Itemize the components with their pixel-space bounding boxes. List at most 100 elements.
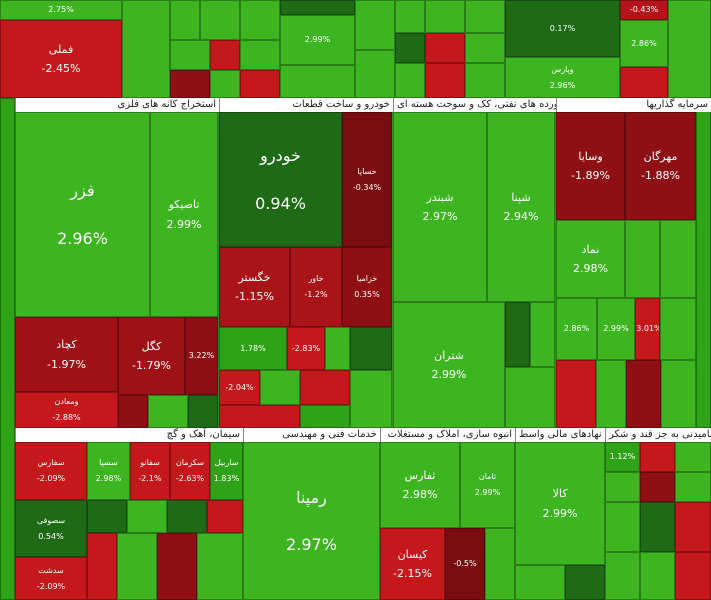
change-percent: 3.22%: [188, 351, 215, 361]
small-tile: [605, 502, 640, 552]
stock-tile: سفانو -2.1%: [130, 442, 170, 500]
stock-tile: ثامان 2.99%: [460, 442, 515, 528]
small-tile: [605, 472, 640, 502]
small-tile: [280, 65, 355, 98]
small-tile: [157, 533, 197, 600]
small-tile: [675, 472, 711, 502]
small-tile: [167, 500, 207, 533]
change-percent: -2.83%: [291, 343, 321, 353]
change-percent: -0.34%: [352, 182, 382, 192]
change-percent: 2.99%: [603, 324, 629, 334]
small-tile: [565, 565, 605, 600]
stock-tile: تاصیکو 2.99%: [150, 112, 218, 317]
stock-name: ساربیل: [214, 458, 239, 468]
small-tile: [300, 370, 350, 405]
change-percent: -2.04%: [225, 382, 254, 392]
small-tile: [350, 370, 392, 428]
change-percent: 2.75%: [48, 5, 74, 15]
stock-tile: خساپا -0.34%: [342, 112, 392, 247]
small-tile: [640, 552, 675, 600]
small-tile: [515, 565, 565, 600]
stock-tile: ومعادن -2.88%: [15, 392, 118, 428]
stock-name: ثامان: [478, 472, 497, 482]
stock-name: خزامیا: [356, 274, 378, 284]
small-tile: [395, 63, 425, 98]
small-tile: [696, 98, 711, 428]
stock-tile: وسایا -1.89%: [556, 112, 625, 220]
stock-name: فزر: [70, 181, 95, 201]
stock-name: سسپا: [99, 458, 118, 468]
change-percent: -1.97%: [47, 357, 86, 371]
small-tile: [675, 552, 711, 600]
stock-tile: -2.04%: [219, 370, 260, 405]
stock-tile: خزامیا 0.35%: [342, 247, 392, 327]
small-tile: [395, 0, 425, 33]
small-tile: [188, 395, 218, 428]
stock-name: خگستر: [238, 270, 271, 284]
change-percent: 2.96%: [549, 80, 576, 90]
change-percent: -2.63%: [175, 474, 205, 483]
small-tile: [605, 552, 640, 600]
stock-name: ثفارس: [404, 468, 436, 482]
stock-name: سصوفی: [36, 515, 66, 525]
stock-tile: -0.43%: [620, 0, 668, 20]
small-tile: [300, 405, 350, 428]
sector-title: فراورده های نفتی، کک و سوخت هسته ای: [393, 98, 556, 112]
stock-tile: 0.17%: [505, 0, 620, 57]
change-percent: 2.86%: [631, 38, 657, 48]
change-percent: 2.99%: [304, 35, 331, 45]
stock-tile: مهرگان -1.88%: [625, 112, 696, 220]
stock-name: فملی: [48, 42, 74, 56]
small-tile: [395, 33, 425, 63]
stock-name: سفارس: [37, 458, 65, 468]
small-tile: [170, 40, 210, 70]
change-percent: 2.94%: [503, 210, 539, 223]
small-tile: [170, 0, 200, 40]
sector-title: سرمایه گذاریها: [556, 98, 711, 112]
stock-name: وسایا: [578, 149, 603, 163]
small-tile: [240, 40, 280, 70]
small-tile: [210, 70, 240, 98]
small-tile: [505, 367, 555, 428]
small-tile: [87, 500, 127, 533]
change-percent: -1.88%: [641, 169, 680, 182]
stock-tile: وپارس 2.96%: [505, 57, 620, 98]
change-percent: 1.78%: [240, 343, 266, 353]
change-percent: 0.94%: [255, 193, 306, 213]
change-percent: 2.97%: [422, 210, 458, 223]
small-tile: [350, 327, 392, 370]
small-tile: [355, 0, 395, 50]
small-tile: [170, 70, 210, 98]
small-tile: [355, 50, 395, 98]
small-tile: [620, 67, 668, 98]
small-tile: [668, 0, 711, 98]
small-tile: [530, 302, 555, 367]
small-tile: [127, 500, 167, 533]
stock-name: کگل: [141, 339, 162, 353]
stock-name: سفانو: [140, 458, 160, 468]
stock-name: مهرگان: [643, 149, 678, 163]
change-percent: 2.98%: [573, 262, 608, 275]
small-tile: [122, 0, 170, 98]
sector-title: سیمان، آهک و گچ: [15, 428, 243, 442]
stock-name: تاصیکو: [168, 198, 200, 212]
stock-tile: خاور -1.2%: [290, 247, 342, 327]
small-tile: [465, 63, 505, 98]
sector-title: خودرو و ساخت قطعات: [219, 98, 393, 112]
stock-name: نماد: [581, 242, 600, 256]
change-percent: -1.15%: [235, 290, 274, 303]
stock-name: خودرو: [260, 146, 301, 166]
small-tile: [240, 0, 280, 40]
stock-tile: نماد 2.98%: [556, 220, 625, 298]
small-tile: [148, 395, 188, 428]
stock-tile: 2.75%: [0, 0, 122, 20]
small-tile: [661, 360, 696, 428]
small-tile: [675, 442, 711, 472]
stock-tile: فزر 2.96%: [15, 112, 150, 317]
stock-name: شتران: [434, 348, 464, 362]
small-tile: [675, 502, 711, 552]
small-tile: [425, 33, 465, 63]
stock-tile: شپنا 2.94%: [487, 112, 555, 302]
change-percent: -1.89%: [571, 169, 610, 182]
